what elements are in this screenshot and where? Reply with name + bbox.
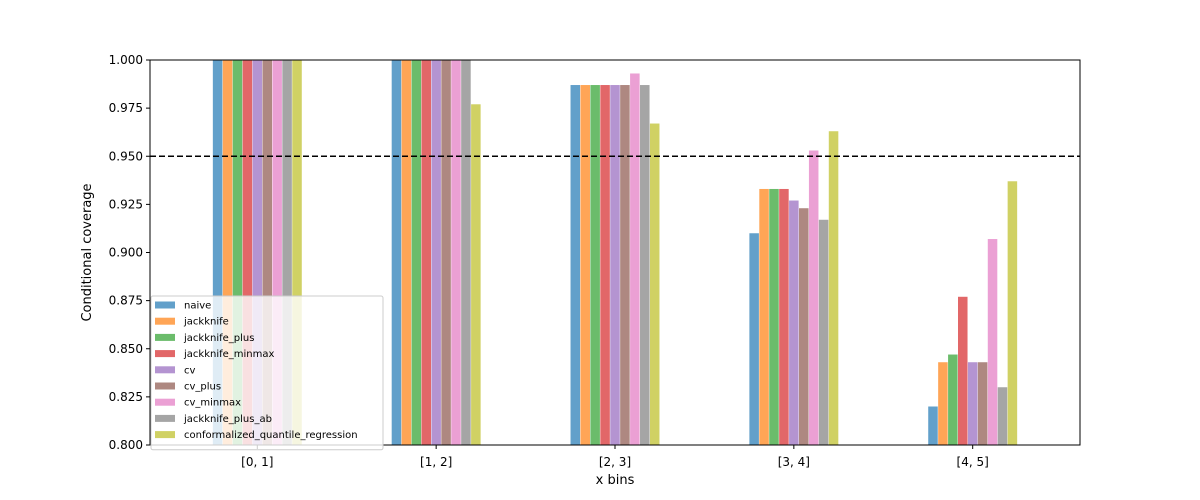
bar-cv_plus-1	[441, 60, 451, 445]
y-axis-label: Conditional coverage	[80, 183, 95, 321]
y-tick-label: 0.975	[109, 101, 143, 115]
bar-naive-1	[391, 60, 402, 445]
bar-cv-3	[789, 200, 799, 445]
bar-jackknife-1	[401, 60, 412, 445]
bar-conformalized_quantile_regression-2	[649, 123, 660, 445]
bar-cv_plus-3	[799, 208, 809, 445]
legend-label-cv_minmax: cv_minmax	[184, 398, 241, 409]
x-axis-label: x bins	[596, 473, 635, 488]
legend-label-naive: naive	[184, 301, 211, 312]
bar-jackknife-3	[759, 188, 769, 445]
bar-jackknife_plus-4	[948, 354, 958, 445]
x-tick-label: [1, 2]	[420, 455, 452, 469]
bar-cv_plus-2	[620, 85, 630, 445]
legend-swatch-jackknife_plus_ab	[155, 414, 175, 422]
bar-cv-1	[431, 60, 441, 445]
legend-label-conformalized_quantile_regression: conformalized_quantile_regression	[184, 430, 358, 441]
legend-swatch-cv_plus	[155, 382, 175, 390]
y-tick-label: 1.000	[109, 53, 143, 67]
bar-cv_minmax-2	[630, 73, 640, 445]
bars-group	[212, 60, 1018, 446]
bar-jackknife_plus-3	[769, 188, 779, 445]
legend-swatch-cv	[155, 366, 175, 374]
bar-jackknife_minmax-1	[421, 60, 431, 445]
bar-conformalized_quantile_regression-4	[1007, 181, 1018, 445]
legend-swatch-naive	[155, 301, 175, 309]
bar-jackknife_minmax-0	[242, 60, 253, 445]
bar-jackknife_minmax-2	[600, 85, 610, 445]
bar-jackknife_plus-0	[232, 60, 243, 445]
legend-swatch-conformalized_quantile_regression	[155, 431, 175, 439]
bar-cv-4	[967, 362, 978, 445]
legend-box	[150, 295, 384, 451]
bar-jackknife_plus-1	[411, 60, 422, 445]
bar-cv_minmax-0	[272, 60, 282, 445]
legend-label-jackknife_plus: jackknife_plus	[183, 333, 254, 344]
x-tick-label: [4, 5]	[957, 455, 989, 469]
bar-cv_minmax-4	[987, 239, 998, 445]
bar-jackknife-2	[580, 85, 590, 445]
y-tick-label: 0.950	[109, 149, 143, 163]
bar-cv_minmax-1	[451, 60, 461, 445]
y-tick-label: 0.825	[109, 390, 143, 404]
legend-label-cv: cv	[184, 365, 195, 376]
legend-label-jackknife: jackknife	[183, 317, 229, 328]
x-tick-label: [0, 1]	[241, 455, 273, 469]
bar-cv_plus-4	[977, 362, 988, 445]
bar-cv-0	[252, 60, 263, 445]
bar-naive-2	[570, 85, 581, 445]
x-tick-label: [2, 3]	[599, 455, 631, 469]
legend-label-cv_plus: cv_plus	[184, 382, 221, 393]
bar-jackknife_plus_ab-1	[461, 60, 471, 445]
x-tick-label: [3, 4]	[778, 455, 810, 469]
bar-jackknife-0	[222, 60, 233, 445]
bar-jackknife_plus_ab-0	[282, 60, 292, 445]
bar-jackknife_plus-2	[590, 85, 600, 445]
bar-jackknife-4	[938, 362, 948, 445]
legend-label-jackknife_plus_ab: jackknife_plus_ab	[183, 414, 272, 425]
bar-cv_plus-0	[262, 60, 272, 445]
y-tick-label: 0.850	[109, 342, 143, 356]
bar-jackknife_plus_ab-4	[997, 387, 1008, 445]
bar-conformalized_quantile_regression-0	[292, 60, 302, 445]
legend-label-jackknife_minmax: jackknife_minmax	[183, 349, 275, 360]
bar-jackknife_plus_ab-3	[818, 219, 829, 445]
bar-naive-3	[749, 233, 759, 445]
bar-naive-0	[212, 60, 223, 445]
legend-swatch-jackknife_plus	[155, 333, 175, 341]
bar-conformalized_quantile_regression-1	[471, 104, 481, 445]
bar-cv_minmax-3	[808, 150, 819, 446]
y-tick-label: 0.800	[109, 438, 143, 452]
legend-swatch-jackknife_minmax	[155, 350, 175, 358]
bar-jackknife_minmax-3	[779, 188, 789, 445]
bar-conformalized_quantile_regression-3	[828, 131, 839, 446]
bar-naive-4	[928, 406, 938, 445]
legend-swatch-jackknife	[155, 317, 175, 325]
bar-cv-2	[610, 85, 620, 445]
y-tick-label: 0.875	[109, 294, 143, 308]
x-axis-ticks: [0, 1] [1, 2] [2, 3] [3, 4] [4, 5]	[241, 445, 989, 469]
y-tick-label: 0.925	[109, 197, 143, 211]
bar-jackknife_minmax-4	[958, 296, 968, 445]
y-tick-label: 0.900	[109, 246, 143, 260]
bar-jackknife_plus_ab-2	[640, 85, 650, 445]
legend: naive jackknife jackknife_plus jackknife_mi…	[150, 295, 384, 451]
legend-swatch-cv_minmax	[155, 398, 175, 406]
y-axis-ticks: 0.800 0.825 0.850 0.875 0.900 0.925 0.950 0.975…	[109, 53, 150, 452]
